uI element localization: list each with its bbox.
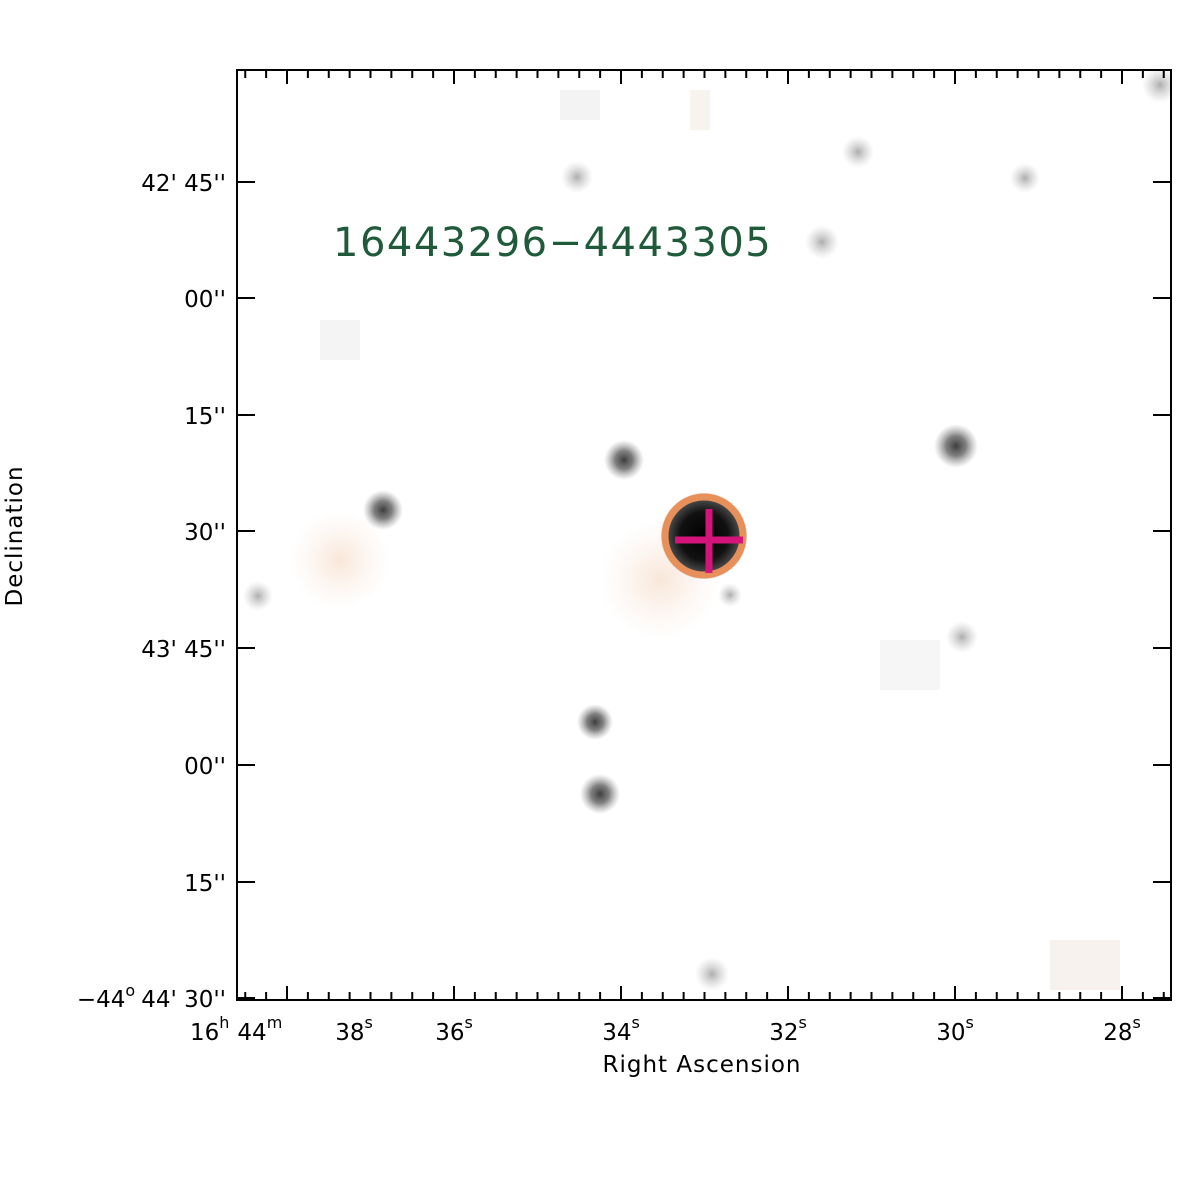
ra-tick-label: 36s xyxy=(435,1013,473,1046)
source-id-label: 16443296−4443305 xyxy=(333,220,772,266)
ra-tick-label: 16h 44m xyxy=(190,1013,282,1046)
star xyxy=(1010,163,1040,193)
star xyxy=(934,424,978,468)
y-axis-label: Declination xyxy=(2,465,28,606)
star xyxy=(604,440,644,480)
ra-tick-labels: 16h 44m 38s 36s 34s 32s 30s 28s xyxy=(190,1013,1141,1046)
dec-tick-label: 15'' xyxy=(184,871,226,897)
x-axis-label: Right Ascension xyxy=(603,1052,802,1078)
dec-tick-label: 42' 45'' xyxy=(141,171,226,197)
star xyxy=(243,581,273,611)
dec-tick-label: 00'' xyxy=(184,754,226,780)
target-marker-circle xyxy=(661,493,747,579)
target-source xyxy=(660,492,748,580)
star xyxy=(1142,70,1171,103)
ra-tick-label: 32s xyxy=(769,1013,807,1046)
star xyxy=(695,957,729,991)
dec-tick-label: −44o 44' 30'' xyxy=(77,981,226,1013)
star xyxy=(718,583,742,607)
star xyxy=(561,161,593,193)
dec-tick-label: 43' 45'' xyxy=(141,637,226,663)
ra-tick-label: 38s xyxy=(335,1013,373,1046)
ra-tick-label: 34s xyxy=(602,1013,640,1046)
dec-tick-label: 30'' xyxy=(184,520,226,546)
dec-tick-label: 15'' xyxy=(184,404,226,430)
ra-tick-label: 28s xyxy=(1103,1013,1141,1046)
star xyxy=(842,136,874,168)
star xyxy=(577,704,613,740)
star xyxy=(580,774,620,814)
ra-tick-label: 30s xyxy=(936,1013,974,1046)
declination-tick-labels: 42' 45'' 00'' 15'' 30'' 43' 45'' 00'' 15'' −44o… xyxy=(77,171,226,1013)
axis-ticks xyxy=(237,70,1171,1000)
star xyxy=(946,621,978,653)
sky-image xyxy=(237,70,1171,1000)
star xyxy=(363,490,403,530)
target-marker-cross xyxy=(675,509,743,573)
star xyxy=(805,225,839,259)
dec-tick-label: 00'' xyxy=(184,287,226,313)
